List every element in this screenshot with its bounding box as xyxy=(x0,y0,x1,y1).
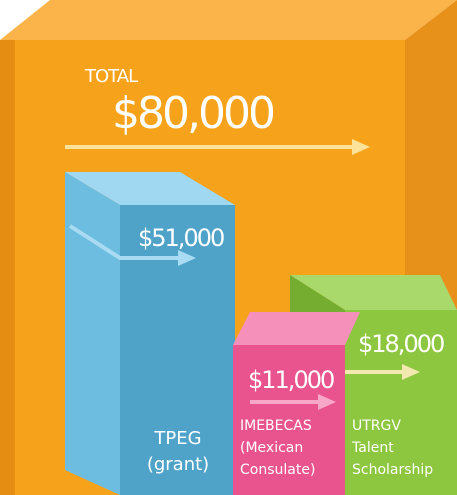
total-amount: $80,000 xyxy=(112,88,274,139)
blue-top xyxy=(65,172,235,205)
block-label: Scholarship xyxy=(352,462,433,478)
orange-left xyxy=(0,40,15,495)
block-label: (grant) xyxy=(147,454,209,475)
block-label: TPEG xyxy=(153,428,201,449)
block-label: Talent xyxy=(351,440,394,456)
orange-top xyxy=(0,0,457,40)
block-label: UTRGV xyxy=(352,418,401,434)
arrow xyxy=(68,224,180,260)
arrow-head xyxy=(318,394,336,410)
arrow-head xyxy=(352,139,370,155)
blue-left xyxy=(65,172,120,495)
arrow-head xyxy=(402,364,420,380)
pink-front xyxy=(233,345,345,495)
block-amount: $18,000 xyxy=(358,330,444,358)
arrow-head xyxy=(178,250,196,266)
pink-top xyxy=(233,312,360,345)
block-label: IMEBECAS xyxy=(240,418,312,434)
green-front xyxy=(345,310,457,495)
block-label: Consulate) xyxy=(240,462,315,478)
block-amount: $11,000 xyxy=(248,366,334,394)
green-top xyxy=(290,275,457,310)
block-label: (Mexican xyxy=(240,440,303,456)
total-label: TOTAL xyxy=(84,66,138,87)
block-amount: $51,000 xyxy=(138,224,224,252)
blue-front xyxy=(120,205,235,495)
